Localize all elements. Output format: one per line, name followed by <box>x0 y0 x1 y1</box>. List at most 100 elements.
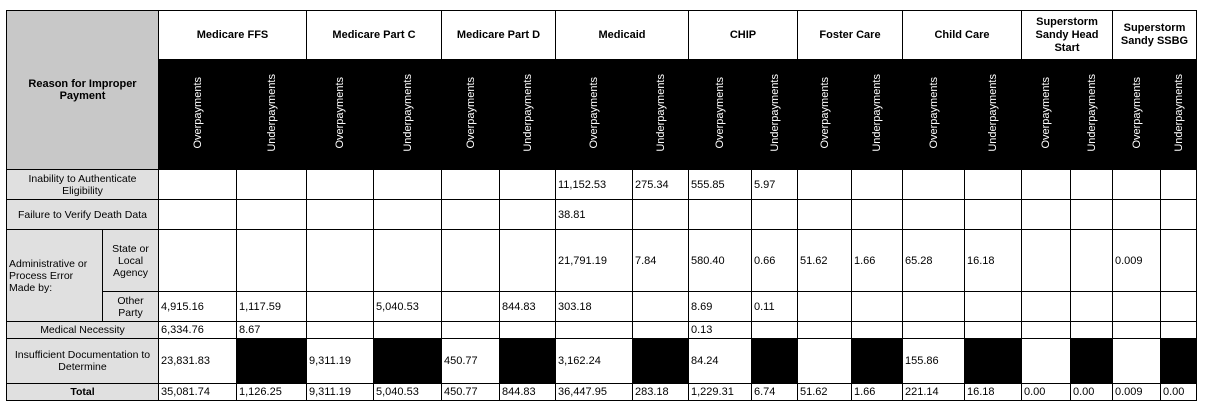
group-header-child-care: Child Care <box>902 10 1022 60</box>
data-cell: 35,081.74 <box>158 383 237 401</box>
data-cell <box>632 338 689 384</box>
data-cell: 65.28 <box>902 229 965 292</box>
data-cell: 8.69 <box>688 291 752 322</box>
group-header-sandy-head-start: Superstorm Sandy Head Start <box>1021 10 1113 60</box>
data-cell: 16.18 <box>964 229 1022 292</box>
subheader-row: Overpayments Underpayments Overpayments … <box>7 59 1197 170</box>
data-cell: 555.85 <box>688 169 752 200</box>
data-cell <box>236 199 307 230</box>
data-cell: 1.66 <box>851 229 903 292</box>
data-cell <box>851 169 903 200</box>
data-cell: 450.77 <box>441 338 500 384</box>
data-cell: 0.11 <box>751 291 798 322</box>
data-cell: 1,117.59 <box>236 291 307 322</box>
data-cell: 580.40 <box>688 229 752 292</box>
data-cell <box>441 169 500 200</box>
data-cell <box>851 291 903 322</box>
data-cell: 16.18 <box>964 383 1022 401</box>
data-cell <box>751 321 798 339</box>
data-cell <box>902 321 965 339</box>
data-cell <box>1160 169 1197 200</box>
data-cell <box>441 321 500 339</box>
data-cell <box>851 199 903 230</box>
data-cell <box>441 229 500 292</box>
group-header-row: Reason for Improper Payment Medicare FFS… <box>6 10 1197 170</box>
data-cell <box>306 321 374 339</box>
data-cell <box>1160 321 1197 339</box>
data-cell <box>499 169 556 200</box>
data-cell <box>1021 291 1071 322</box>
subheader-overpayments: Overpayments <box>1112 59 1161 170</box>
subheader-underpayments: Underpayments <box>851 59 903 170</box>
data-cell <box>1112 291 1161 322</box>
data-cell <box>1021 229 1071 292</box>
data-cell: 6.74 <box>751 383 798 401</box>
data-cell <box>902 199 965 230</box>
table-row: Inability to Authenticate Eligibility 11… <box>6 169 1197 200</box>
data-cell <box>632 291 689 322</box>
subheader-overpayments: Overpayments <box>306 59 374 170</box>
row-group-label: Administrative or Process Error Made by: <box>6 229 103 322</box>
subheader-overpayments: Overpayments <box>688 59 752 170</box>
data-cell <box>1112 338 1161 384</box>
data-cell: 1,126.25 <box>236 383 307 401</box>
table-row: Failure to Verify Death Data 38.81 <box>6 199 1197 230</box>
row-label: Medical Necessity <box>6 321 159 339</box>
data-cell: 450.77 <box>441 383 500 401</box>
group-header-medicare-part-d: Medicare Part D <box>441 10 556 60</box>
data-cell <box>306 169 374 200</box>
data-cell <box>306 229 374 292</box>
data-cell <box>1160 291 1197 322</box>
data-cell <box>902 169 965 200</box>
table-row: Medical Necessity 6,334.76 8.67 0.13 <box>6 321 1197 339</box>
data-cell <box>158 199 237 230</box>
table-row: Insufficient Documentation to Determine … <box>6 338 1197 384</box>
row-label: Other Party <box>102 291 159 322</box>
data-cell: 21,791.19 <box>555 229 633 292</box>
data-cell: 5.97 <box>751 169 798 200</box>
data-cell <box>236 229 307 292</box>
row-label: Total <box>6 383 159 401</box>
row-label: Inability to Authenticate Eligibility <box>6 169 159 200</box>
data-cell: 844.83 <box>499 383 556 401</box>
group-header-chip: CHIP <box>688 10 798 60</box>
row-label: Failure to Verify Death Data <box>6 199 159 230</box>
row-label: State or Local Agency <box>102 229 159 292</box>
table-row: Other Party 4,915.16 1,117.59 5,040.53 844.… <box>7 291 1197 322</box>
data-cell <box>1070 169 1113 200</box>
reason-header: Reason for Improper Payment <box>6 10 159 170</box>
data-cell: 84.24 <box>688 338 752 384</box>
data-cell <box>499 199 556 230</box>
improper-payment-table: Reason for Improper Payment Medicare FFS… <box>6 10 1197 401</box>
data-cell <box>1070 321 1113 339</box>
subheader-overpayments: Overpayments <box>902 59 965 170</box>
data-cell <box>306 199 374 230</box>
group-header-foster-care: Foster Care <box>797 10 903 60</box>
data-cell <box>797 321 852 339</box>
data-cell: 0.00 <box>1160 383 1197 401</box>
data-cell <box>1160 199 1197 230</box>
data-cell <box>158 229 237 292</box>
data-cell: 0.009 <box>1112 229 1161 292</box>
data-cell <box>373 229 442 292</box>
data-cell <box>1112 169 1161 200</box>
subheader-underpayments: Underpayments <box>964 59 1022 170</box>
data-cell: 5,040.53 <box>373 383 442 401</box>
data-cell <box>1070 199 1113 230</box>
data-cell <box>555 321 633 339</box>
subheader-underpayments: Underpayments <box>1160 59 1197 170</box>
data-cell: 0.00 <box>1021 383 1071 401</box>
data-cell <box>373 169 442 200</box>
data-cell <box>632 199 689 230</box>
data-cell <box>964 169 1022 200</box>
subheader-overpayments: Overpayments <box>1021 59 1071 170</box>
data-cell: 1.66 <box>851 383 903 401</box>
data-cell: 51.62 <box>797 229 852 292</box>
data-cell <box>1021 199 1071 230</box>
data-cell <box>1070 291 1113 322</box>
subheader-overpayments: Overpayments <box>158 59 237 170</box>
data-cell <box>499 229 556 292</box>
group-header-medicare-ffs: Medicare FFS <box>158 10 307 60</box>
table-row: Administrative or Process Error Made by:… <box>6 229 1197 322</box>
data-cell <box>1021 169 1071 200</box>
